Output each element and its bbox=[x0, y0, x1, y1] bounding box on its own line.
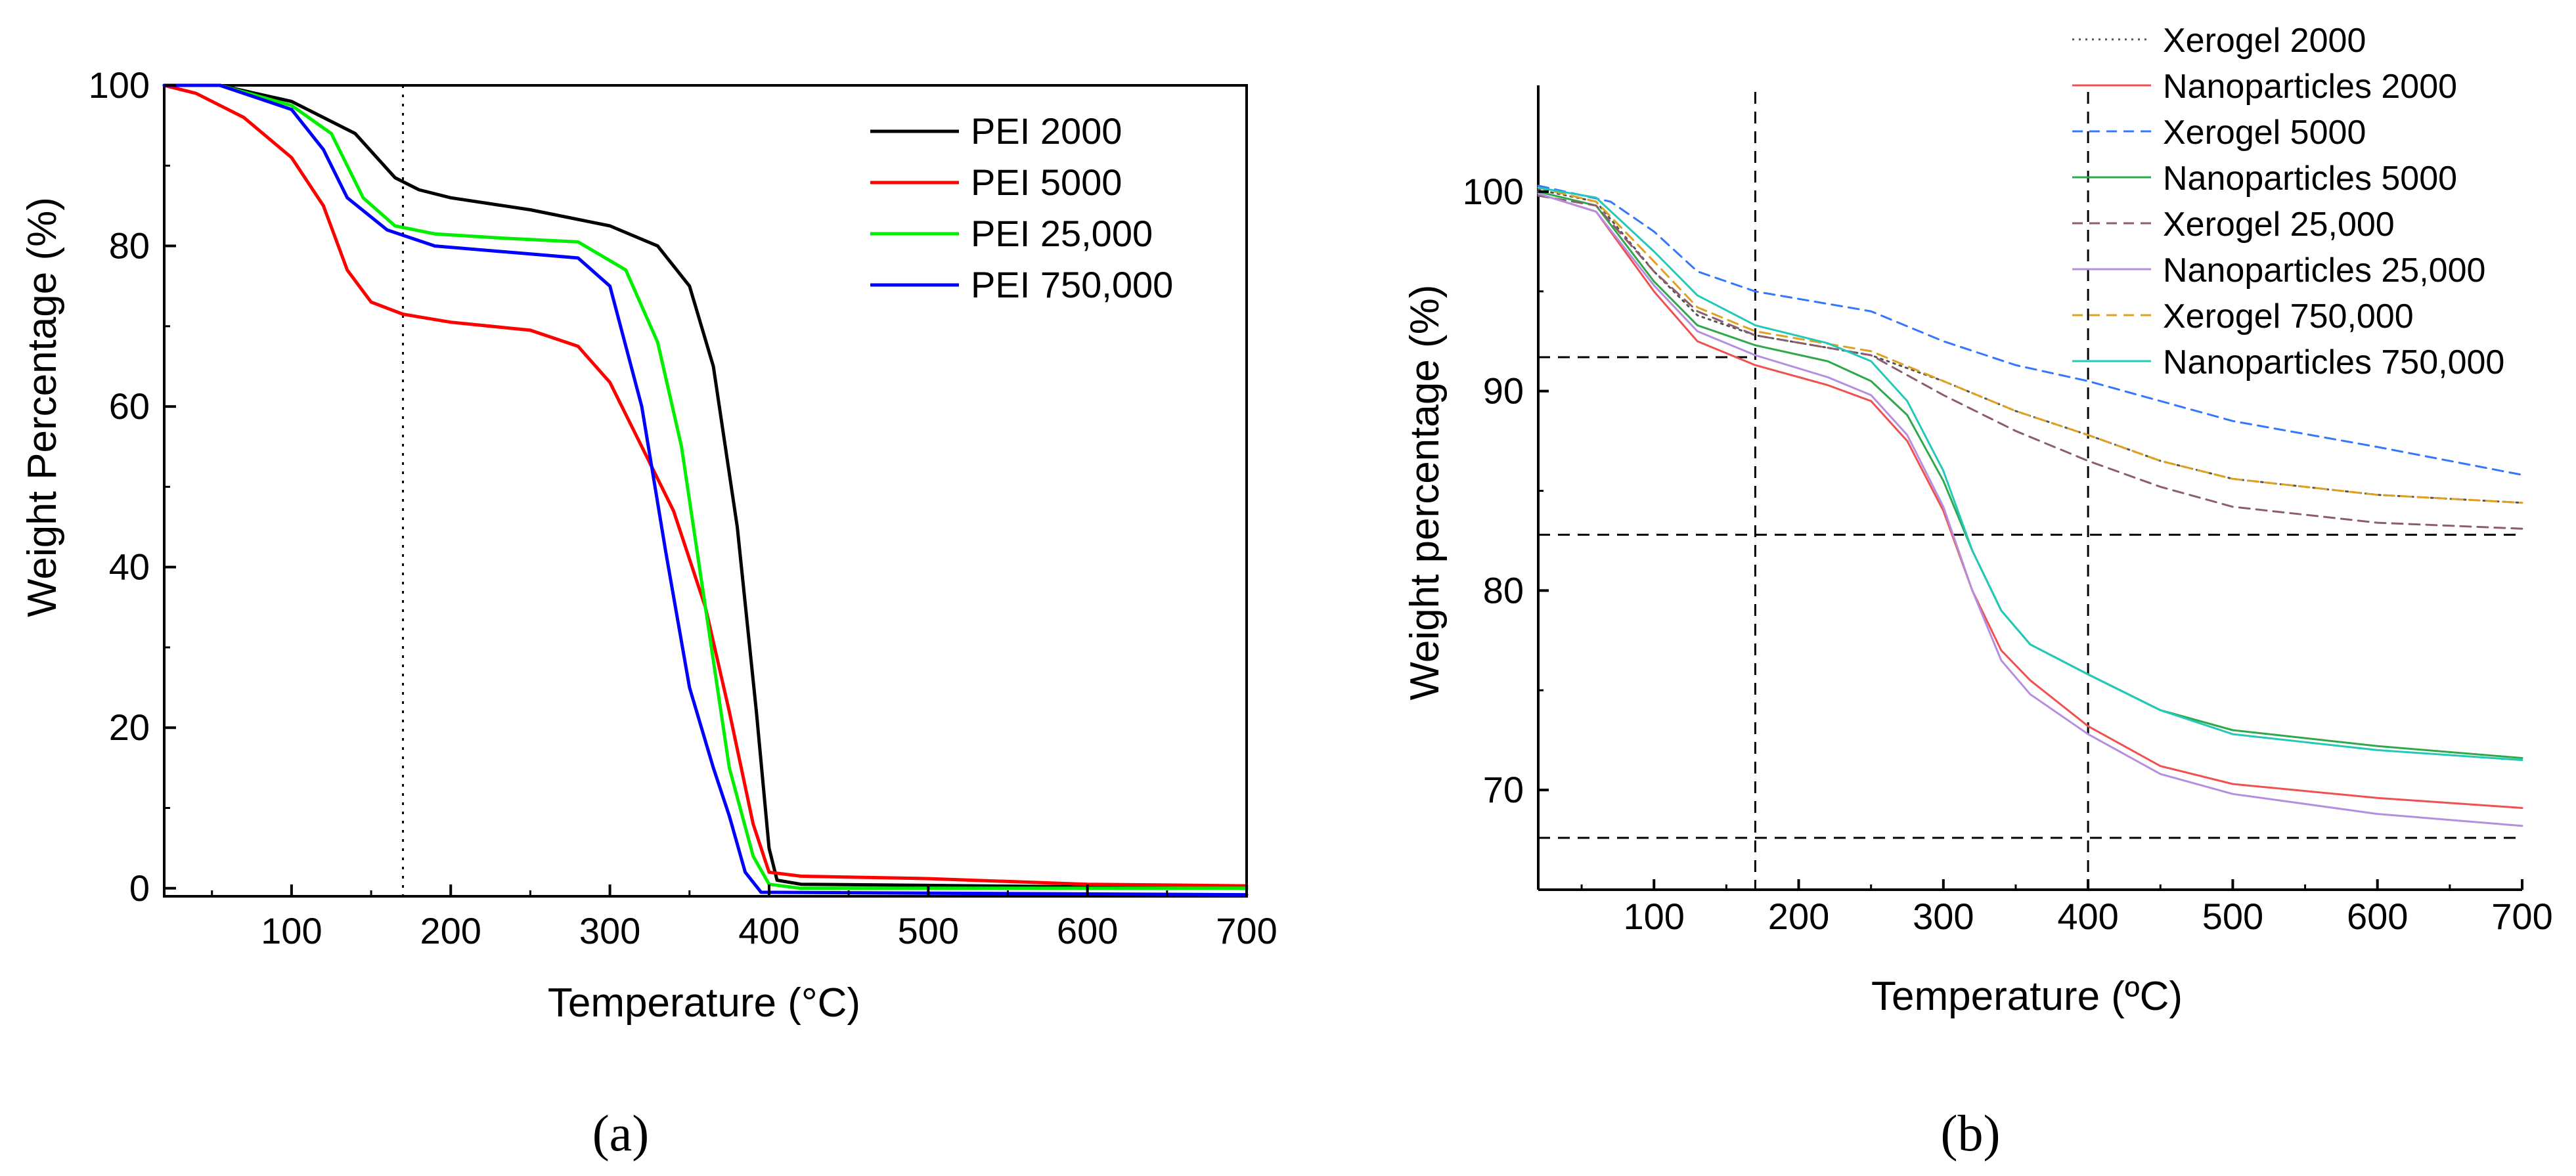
x-tick-label: 400 bbox=[2057, 896, 2118, 937]
legend-label: PEI 25,000 bbox=[971, 213, 1153, 254]
y-tick-label: 80 bbox=[109, 225, 150, 267]
series-line-6 bbox=[1537, 192, 2523, 827]
series-group-a bbox=[162, 83, 1249, 897]
series-line-7 bbox=[1537, 186, 2523, 504]
x-tick-label: 100 bbox=[261, 910, 322, 951]
legend-label: Nanoparticles 2000 bbox=[2163, 68, 2457, 106]
y-tick-label: 100 bbox=[1463, 171, 1524, 212]
x-tick-label: 200 bbox=[420, 910, 481, 951]
legend-label: PEI 2000 bbox=[971, 110, 1122, 152]
y-tick-label: 20 bbox=[109, 707, 150, 748]
ticks-b: 100 200 300 400 500 600 700 70 80 90 100 bbox=[1463, 171, 2553, 937]
panel-a: 100 200 300 400 500 600 700 0 20 40 60 80 100 Temper… bbox=[20, 64, 1277, 1162]
legend-a: PEI 2000 PEI 5000 PEI 25,000 PEI 750,000 bbox=[870, 110, 1173, 305]
x-tick-label: 300 bbox=[1913, 896, 1974, 937]
panel-b: 100 200 300 400 500 600 700 70 80 90 100 Temperatu… bbox=[1402, 22, 2553, 1162]
legend-label: Xerogel 750,000 bbox=[2163, 297, 2414, 336]
legend-b: Xerogel 2000 Nanoparticles 2000 Xerogel 50… bbox=[2072, 22, 2504, 381]
series-group-b bbox=[1537, 185, 2523, 827]
legend-label: Nanoparticles 750,000 bbox=[2163, 343, 2504, 381]
series-line-8 bbox=[1537, 186, 2523, 762]
y-tick-label: 90 bbox=[1483, 370, 1524, 412]
x-tick-label: 500 bbox=[2202, 896, 2263, 937]
series-line-5 bbox=[1537, 194, 2523, 530]
series-line-4 bbox=[162, 83, 1249, 897]
y-tick-label: 60 bbox=[109, 385, 150, 427]
legend-label: PEI 5000 bbox=[971, 162, 1122, 203]
series-line-3 bbox=[162, 83, 1249, 890]
reference-lines-b bbox=[1538, 92, 2522, 890]
x-tick-label: 700 bbox=[2491, 896, 2552, 937]
plot-area-b bbox=[1537, 85, 2522, 891]
x-tick-label: 400 bbox=[738, 910, 799, 951]
y-tick-label: 70 bbox=[1483, 769, 1524, 810]
y-tick-label: 0 bbox=[129, 867, 150, 909]
legend-label: Xerogel 25,000 bbox=[2163, 206, 2395, 244]
legend-label: PEI 750,000 bbox=[971, 264, 1173, 305]
y-tick-label: 100 bbox=[89, 64, 150, 106]
x-tick-label: 600 bbox=[1057, 910, 1118, 951]
legend-label: Nanoparticles 25,000 bbox=[2163, 251, 2485, 290]
x-tick-label: 600 bbox=[2347, 896, 2408, 937]
y-axis-label-b: Weight percentage (%) bbox=[1402, 285, 1448, 701]
series-line-2 bbox=[1537, 192, 2523, 809]
x-tick-label: 300 bbox=[579, 910, 640, 951]
panel-label-a: (a) bbox=[592, 1104, 650, 1162]
x-tick-label: 500 bbox=[898, 910, 959, 951]
plot-area-a bbox=[163, 84, 1248, 898]
legend-label: Nanoparticles 5000 bbox=[2163, 160, 2457, 198]
x-axis-label-b: Temperature (ºC) bbox=[1871, 974, 2183, 1019]
series-line-1 bbox=[162, 83, 1249, 890]
y-axis-label-a: Weight Percentage (%) bbox=[20, 197, 65, 617]
y-tick-label: 80 bbox=[1483, 569, 1524, 611]
x-tick-label: 100 bbox=[1624, 896, 1685, 937]
legend-label: Xerogel 5000 bbox=[2163, 114, 2366, 152]
y-tick-label: 40 bbox=[109, 546, 150, 588]
x-tick-label: 200 bbox=[1768, 896, 1829, 937]
series-line-2 bbox=[162, 83, 1249, 888]
x-axis-label-a: Temperature (°C) bbox=[548, 980, 860, 1026]
series-line-3 bbox=[1537, 185, 2523, 476]
panel-label-b: (b) bbox=[1941, 1104, 2001, 1162]
legend-label: Xerogel 2000 bbox=[2163, 22, 2366, 60]
ticks-a: 100 200 300 400 500 600 700 0 20 40 60 80 100 bbox=[89, 64, 1277, 951]
series-line-4 bbox=[1537, 190, 2523, 759]
x-tick-label: 700 bbox=[1216, 910, 1277, 951]
